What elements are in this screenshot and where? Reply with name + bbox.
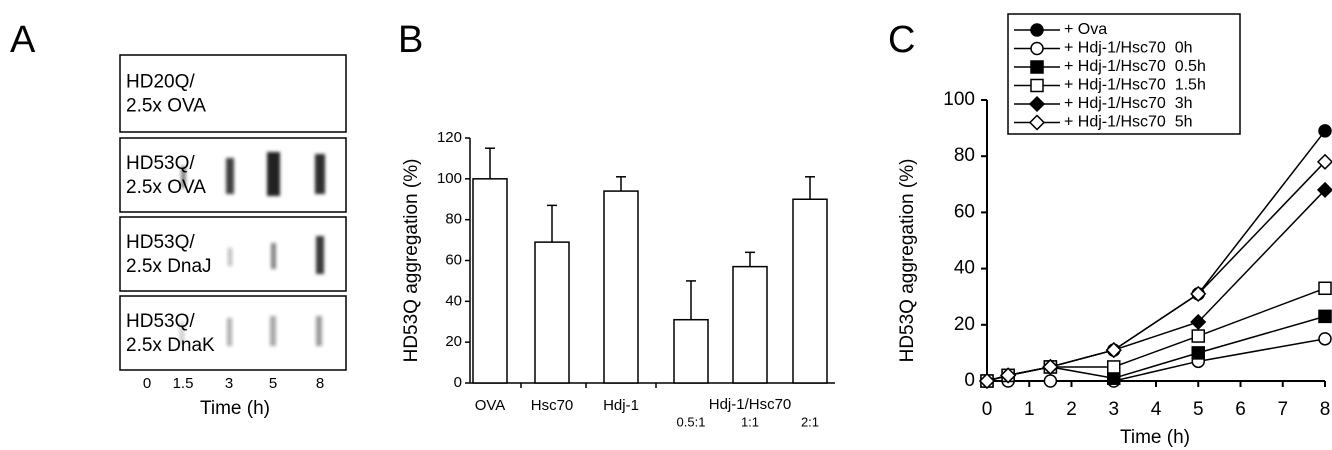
bar bbox=[733, 267, 767, 383]
legend-label: + Ova bbox=[1064, 21, 1107, 38]
y-tick-label: 20 bbox=[445, 333, 462, 350]
marker bbox=[1319, 282, 1331, 294]
bar bbox=[793, 199, 827, 383]
x-tick-label: 0.5:1 bbox=[677, 414, 706, 429]
blot-label: 2.5x DnaJ bbox=[126, 256, 212, 277]
x-axis-label: Time (h) bbox=[1120, 427, 1190, 448]
x-tick-label: OVA bbox=[475, 397, 506, 414]
time-tick-label: 5 bbox=[269, 375, 277, 392]
marker bbox=[1108, 361, 1120, 373]
band bbox=[270, 316, 276, 346]
marker bbox=[1319, 333, 1331, 345]
band bbox=[271, 243, 276, 269]
blot-label: HD20Q/ bbox=[126, 72, 195, 93]
marker bbox=[1192, 330, 1204, 342]
legend: + Ova + Hdj-1/Hsc70 0h+ Hdj-1/Hsc70 0.5h +… bbox=[1008, 14, 1240, 134]
x-tick-label: 5 bbox=[1193, 399, 1204, 420]
legend-label: + Hdj-1/Hsc70 3h bbox=[1064, 95, 1193, 112]
marker bbox=[1319, 310, 1331, 322]
x-axis-label: Time (h) bbox=[200, 398, 270, 419]
time-tick-label: 1.5 bbox=[173, 375, 194, 392]
marker bbox=[1031, 61, 1043, 73]
y-tick-label: 0 bbox=[964, 370, 975, 391]
marker bbox=[1031, 43, 1043, 55]
blot-box bbox=[120, 296, 346, 370]
time-tick-label: 3 bbox=[225, 375, 233, 392]
series-line bbox=[987, 131, 1325, 381]
y-tick-label: 40 bbox=[445, 292, 462, 309]
time-tick-label: 0 bbox=[143, 375, 151, 392]
y-tick-label: 120 bbox=[437, 129, 462, 146]
group-label: Hdj-1/Hsc70 bbox=[709, 396, 792, 413]
series-line bbox=[987, 288, 1325, 381]
x-tick-label: 8 bbox=[1320, 399, 1331, 420]
blot-label: 2.5x OVA bbox=[126, 177, 206, 198]
x-tick-label: 7 bbox=[1277, 399, 1288, 420]
series-line bbox=[987, 339, 1325, 381]
figure: A HD20Q/2.5x OVA HD53Q/2.5x OVA HD53Q/2.5x … bbox=[0, 0, 1332, 450]
blot-box bbox=[120, 217, 346, 291]
legend-label: + Hdj-1/Hsc70 0.5h bbox=[1064, 58, 1206, 75]
band bbox=[267, 152, 280, 196]
legend-label: + Hdj-1/Hsc70 5h bbox=[1064, 114, 1193, 131]
bar bbox=[535, 242, 569, 383]
y-tick-label: 0 bbox=[454, 374, 462, 391]
y-tick-label: 80 bbox=[954, 145, 975, 166]
band bbox=[316, 316, 322, 346]
x-tick-label: 4 bbox=[1151, 399, 1162, 420]
band bbox=[227, 318, 232, 346]
bar bbox=[674, 320, 708, 383]
y-tick-label: 60 bbox=[954, 201, 975, 222]
x-tick-label: 2:1 bbox=[801, 414, 819, 429]
bar bbox=[473, 179, 507, 383]
marker bbox=[1031, 24, 1043, 36]
y-tick-label: 100 bbox=[437, 170, 462, 187]
marker bbox=[1031, 80, 1043, 92]
y-tick-label: 40 bbox=[954, 258, 975, 279]
x-tick-label: Hdj-1 bbox=[603, 397, 639, 414]
band bbox=[226, 158, 234, 194]
x-tick-label: 6 bbox=[1235, 399, 1246, 420]
marker bbox=[1044, 375, 1056, 387]
marker bbox=[1319, 125, 1331, 137]
x-tick-label: 3 bbox=[1108, 399, 1119, 420]
band bbox=[315, 154, 325, 194]
band bbox=[316, 236, 324, 274]
bar bbox=[604, 191, 638, 383]
y-tick-label: 100 bbox=[943, 89, 975, 110]
y-tick-label: 20 bbox=[954, 314, 975, 335]
blot-label: HD53Q/ bbox=[126, 311, 195, 332]
blot-label: HD53Q/ bbox=[126, 232, 195, 253]
marker bbox=[1108, 372, 1120, 384]
x-tick-label: Hsc70 bbox=[531, 397, 574, 414]
x-tick-label: 0 bbox=[982, 399, 993, 420]
x-tick-label: 2 bbox=[1066, 399, 1077, 420]
band bbox=[228, 248, 232, 266]
blot-label: 2.5x DnaK bbox=[126, 335, 215, 356]
legend-label: + Hdj-1/Hsc70 1.5h bbox=[1064, 77, 1206, 94]
y-axis-label: HD53Q aggregation (%) bbox=[401, 159, 422, 363]
panel-letter: C bbox=[888, 19, 915, 61]
time-tick-label: 8 bbox=[316, 375, 324, 392]
blot-box bbox=[120, 55, 346, 132]
y-axis-label: HD53Q aggregation (%) bbox=[897, 159, 918, 363]
blot-label: HD53Q/ bbox=[126, 153, 195, 174]
y-tick-label: 60 bbox=[445, 251, 462, 268]
panel-letter: A bbox=[10, 19, 36, 61]
legend-label: + Hdj-1/Hsc70 0h bbox=[1064, 40, 1193, 57]
x-tick-label: 1:1 bbox=[741, 414, 759, 429]
blot-label: 2.5x OVA bbox=[126, 96, 206, 117]
marker bbox=[1107, 343, 1121, 357]
marker bbox=[1192, 347, 1204, 359]
x-tick-label: 1 bbox=[1024, 399, 1035, 420]
panel-letter: B bbox=[398, 19, 423, 61]
series-line bbox=[987, 190, 1325, 381]
y-tick-label: 80 bbox=[445, 211, 462, 228]
